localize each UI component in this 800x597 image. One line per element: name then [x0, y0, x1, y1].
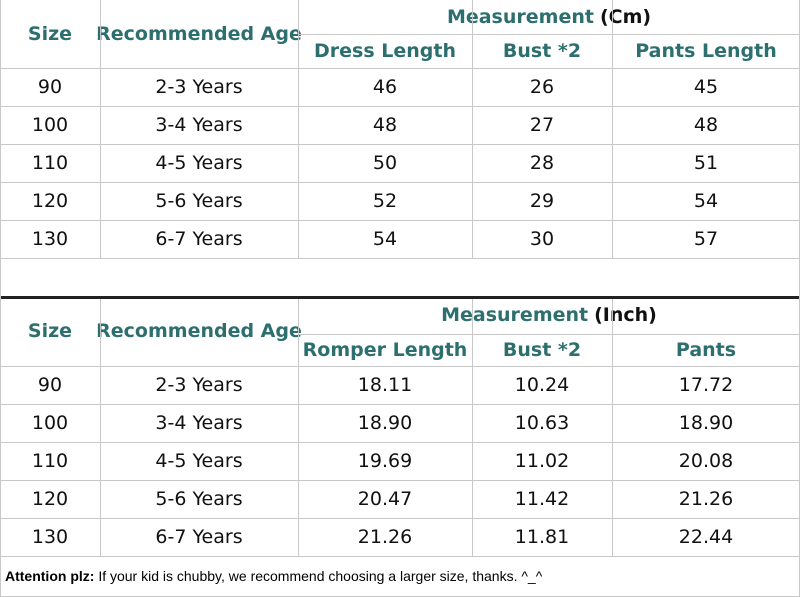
rule — [298, 34, 800, 35]
cell: 100 — [31, 114, 69, 136]
header-age: Recommended Age — [96, 23, 302, 45]
rule — [0, 258, 800, 259]
header-column: Pants Length — [635, 40, 777, 62]
cell: 11.81 — [514, 526, 570, 548]
rule — [0, 0, 1, 597]
group-unit: (Inch) — [594, 304, 657, 326]
cell: 45 — [693, 76, 719, 98]
rule — [0, 366, 800, 367]
rule — [0, 404, 800, 405]
cell: 110 — [31, 152, 69, 174]
cell: 18.11 — [357, 374, 413, 396]
rule — [0, 106, 800, 107]
note-text: If your kid is chubby, we recommend choo… — [98, 568, 543, 584]
header-age: Recommended Age — [96, 320, 302, 342]
cell: 57 — [693, 228, 719, 250]
cell: 17.72 — [678, 374, 734, 396]
group-label: Measurement — [441, 304, 589, 326]
cell: 52 — [372, 190, 398, 212]
cell: 21.26 — [678, 488, 734, 510]
rule — [0, 144, 800, 145]
header-size: Size — [27, 23, 73, 45]
rule — [0, 556, 800, 557]
rule — [298, 0, 299, 68]
header-column: Romper Length — [302, 339, 468, 361]
header-column: Bust *2 — [502, 339, 582, 361]
group-unit: (Cm) — [599, 6, 652, 28]
cell: 54 — [693, 190, 719, 212]
cell: 30 — [529, 228, 555, 250]
header-column: Pants — [675, 339, 737, 361]
cell: 48 — [693, 114, 719, 136]
rule — [612, 296, 613, 556]
rule — [472, 296, 473, 556]
cell: 90 — [37, 76, 63, 98]
cell: 2-3 Years — [155, 374, 243, 396]
cell: 11.42 — [514, 488, 570, 510]
header-group: Measurement (Cm) — [298, 0, 800, 34]
rule — [0, 220, 800, 221]
header-size: Size — [27, 320, 73, 342]
cell: 20.47 — [357, 488, 413, 510]
cell: 110 — [31, 450, 69, 472]
rule — [298, 296, 299, 556]
cell: 5-6 Years — [155, 190, 243, 212]
cell: 18.90 — [357, 412, 413, 434]
cell: 51 — [693, 152, 719, 174]
cell: 26 — [529, 76, 555, 98]
header-group: Measurement (Inch) — [298, 296, 800, 334]
header-column: Bust *2 — [502, 40, 582, 62]
rule — [0, 182, 800, 183]
cell: 2-3 Years — [155, 76, 243, 98]
cell: 22.44 — [678, 526, 734, 548]
cell: 4-5 Years — [155, 450, 243, 472]
cell: 6-7 Years — [155, 526, 243, 548]
rule — [0, 442, 800, 443]
cell: 100 — [31, 412, 69, 434]
cell: 6-7 Years — [155, 228, 243, 250]
cell: 5-6 Years — [155, 488, 243, 510]
rule — [100, 0, 101, 258]
cell: 19.69 — [357, 450, 413, 472]
note-label: Attention plz: — [5, 568, 95, 584]
cell: 90 — [37, 374, 63, 396]
rule — [0, 518, 800, 519]
rule — [0, 68, 800, 69]
rule — [472, 0, 473, 258]
cell: 48 — [372, 114, 398, 136]
cell: 46 — [372, 76, 398, 98]
group-label: Measurement — [446, 6, 594, 28]
cell: 20.08 — [678, 450, 734, 472]
cell: 120 — [31, 190, 69, 212]
cell: 130 — [31, 526, 69, 548]
rule — [298, 334, 800, 335]
rule — [298, 0, 299, 258]
cell: 27 — [529, 114, 555, 136]
cell: 10.24 — [514, 374, 570, 396]
cell: 54 — [372, 228, 398, 250]
header-column: Dress Length — [314, 40, 456, 62]
cell: 130 — [31, 228, 69, 250]
cell: 28 — [529, 152, 555, 174]
cell: 120 — [31, 488, 69, 510]
cell: 10.63 — [514, 412, 570, 434]
rule — [0, 296, 800, 299]
cell: 21.26 — [357, 526, 413, 548]
cell: 50 — [372, 152, 398, 174]
rule — [100, 296, 101, 556]
cell: 3-4 Years — [155, 114, 243, 136]
cell: 18.90 — [678, 412, 734, 434]
cell: 11.02 — [514, 450, 570, 472]
cell: 29 — [529, 190, 555, 212]
rule — [612, 0, 613, 258]
rule — [0, 480, 800, 481]
cell: 3-4 Years — [155, 412, 243, 434]
note: Attention plz: If your kid is chubby, we… — [5, 568, 542, 584]
cell: 4-5 Years — [155, 152, 243, 174]
